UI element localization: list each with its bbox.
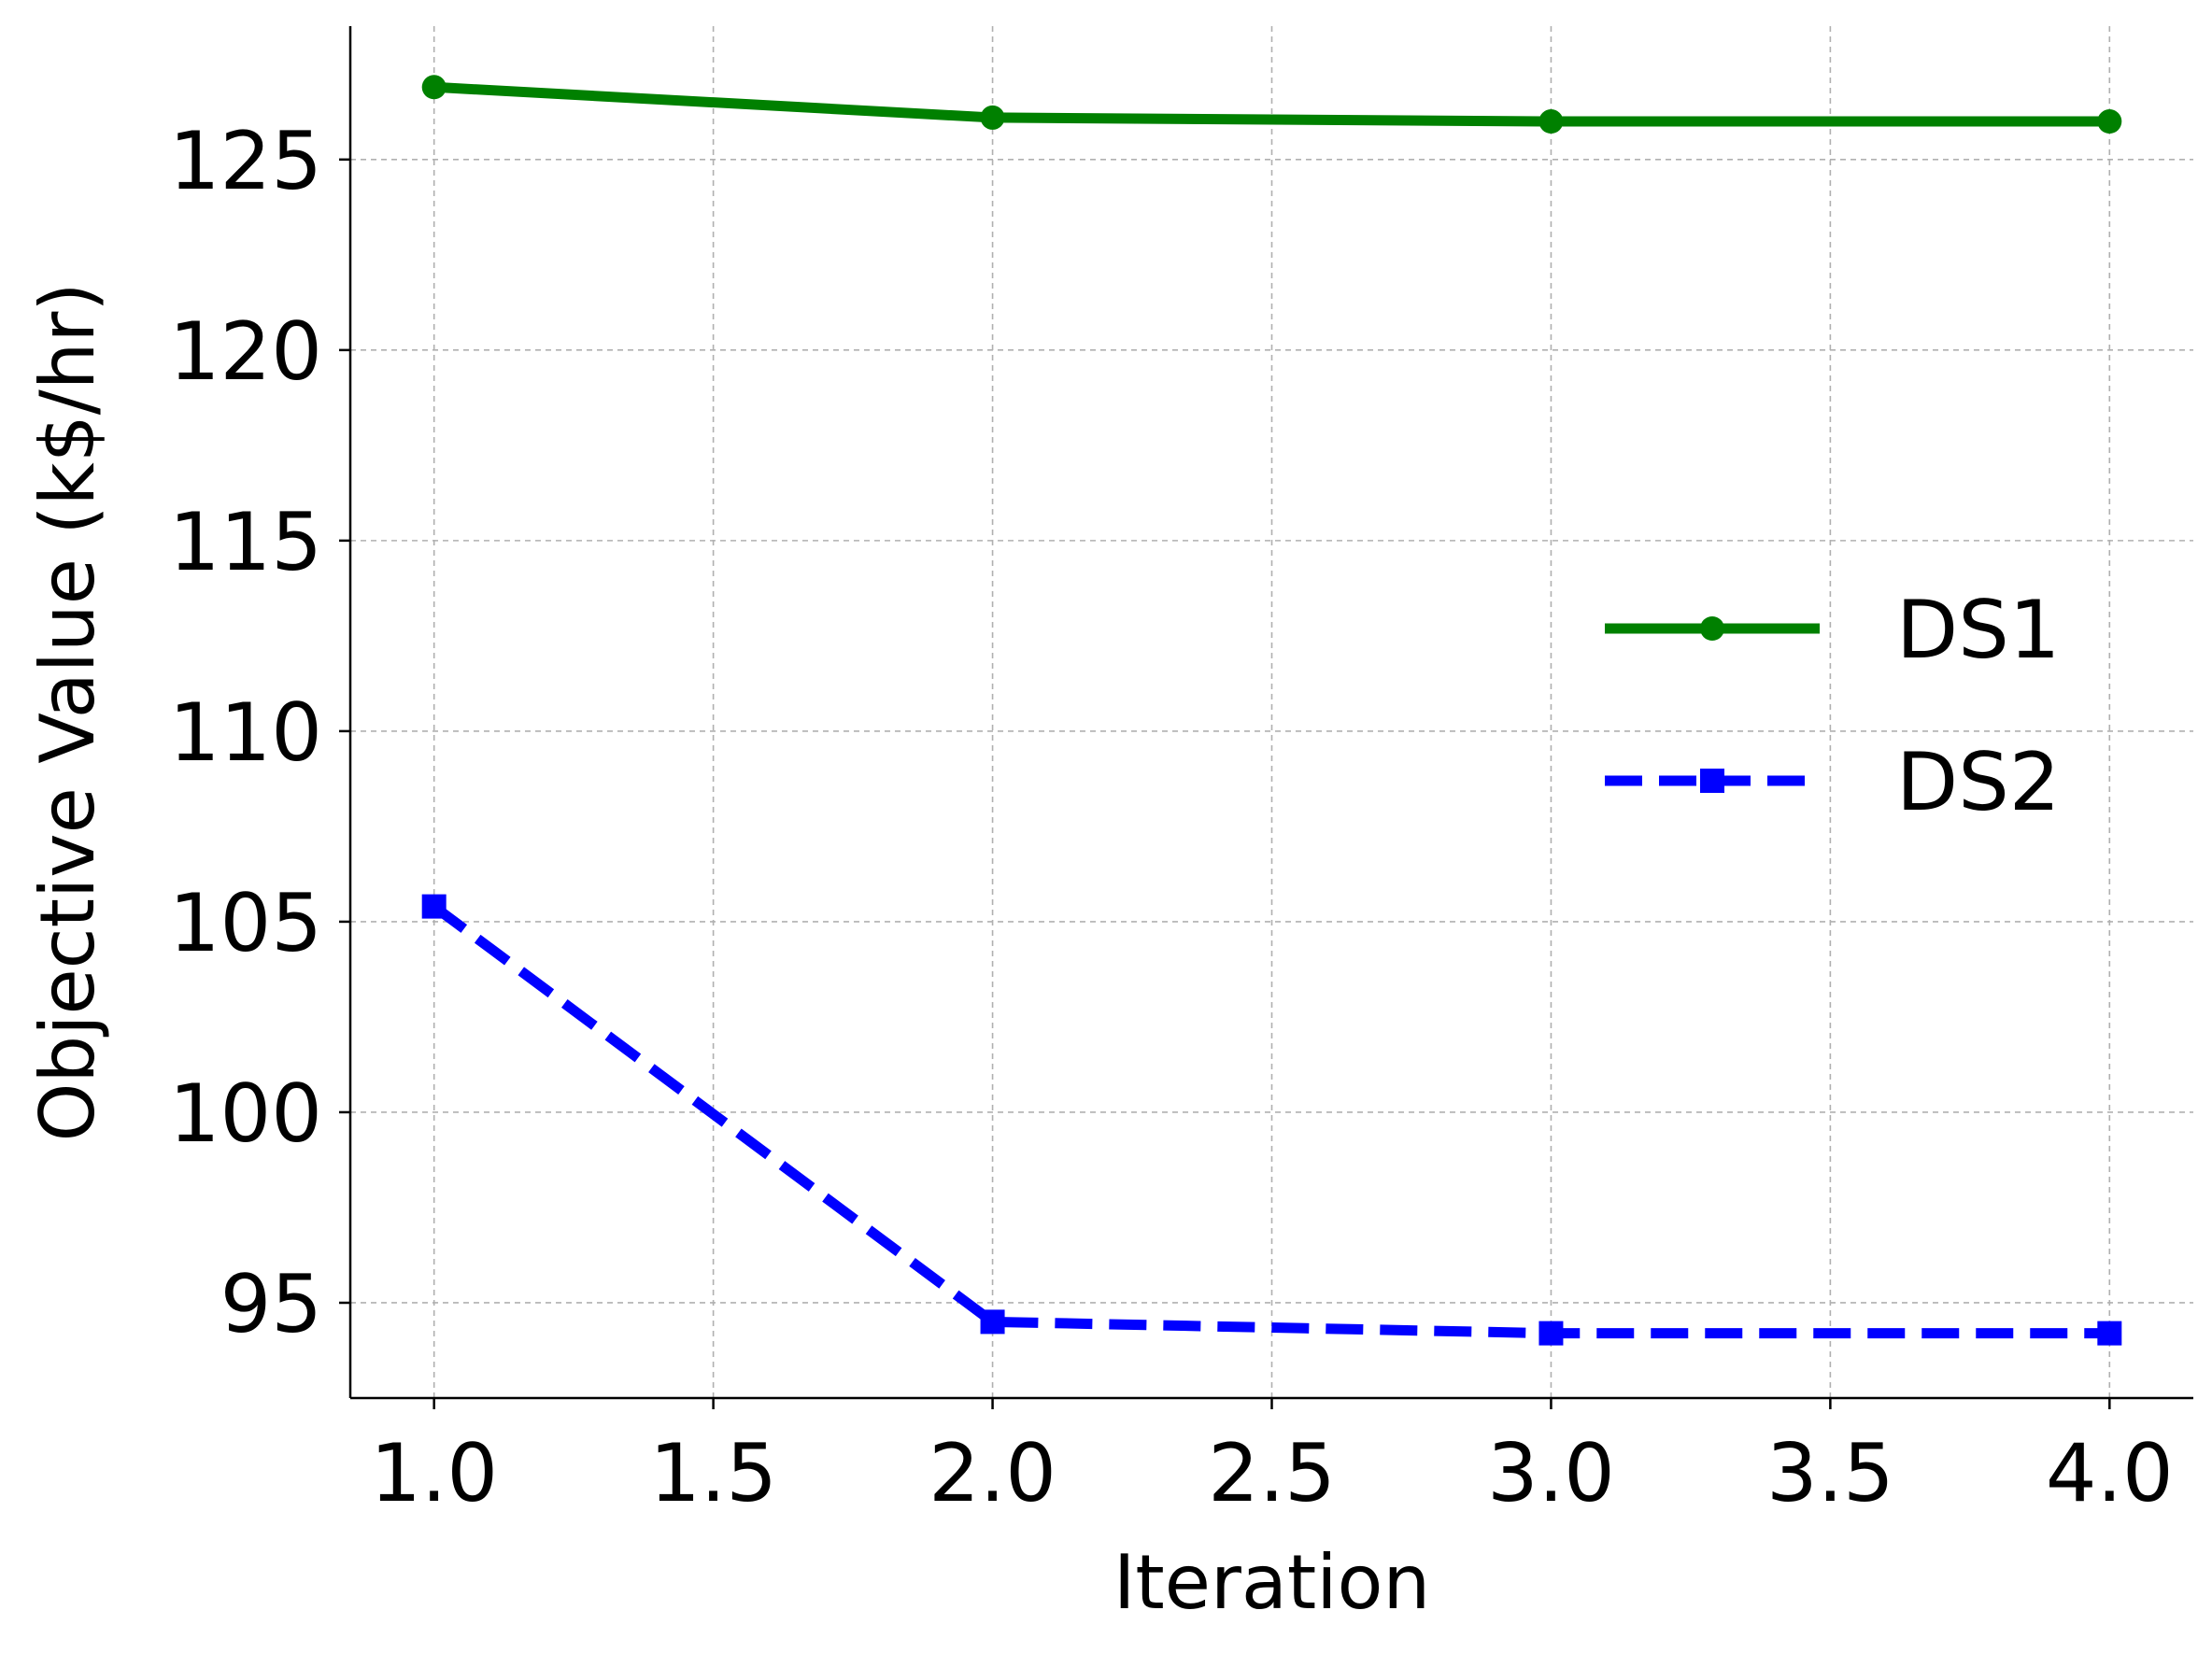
- y-tick-label-2: 105: [169, 877, 322, 970]
- x-tick-label-1: 1.5: [649, 1427, 777, 1520]
- x-axis-title: Iteration: [1113, 1539, 1430, 1626]
- x-tick-label-4: 3.0: [1487, 1427, 1615, 1520]
- x-tick-label-3: 2.5: [1208, 1427, 1336, 1520]
- data-series: [421, 75, 2122, 1346]
- y-tick-label-4: 115: [169, 496, 322, 589]
- x-tick-label-5: 3.5: [1766, 1427, 1894, 1520]
- legend-marker-DS2: [1700, 769, 1724, 793]
- y-tick-label-1: 100: [169, 1067, 322, 1161]
- data-point-DS2-0: [421, 894, 447, 919]
- data-point-DS1-3: [2097, 109, 2122, 134]
- x-tick-label-2: 2.0: [929, 1427, 1056, 1520]
- data-point-DS2-1: [980, 1309, 1005, 1335]
- y-axis-title: Objective Value (k$/hr): [24, 282, 111, 1141]
- grid-lines: [350, 26, 2193, 1398]
- series-line-DS2: [431, 902, 2110, 1339]
- data-point-DS2-3: [2097, 1321, 2122, 1346]
- data-point-DS1-0: [421, 75, 447, 100]
- data-point-DS2-2: [1538, 1321, 1564, 1346]
- series-DS2: [421, 894, 2122, 1346]
- legend: DS1 DS2: [1605, 584, 2061, 829]
- y-tick-label-5: 120: [169, 305, 322, 399]
- series-line-DS1: [433, 81, 2110, 127]
- legend-label-DS2: DS2: [1896, 736, 2061, 829]
- x-tick-label-0: 1.0: [370, 1427, 498, 1520]
- y-tick-label-0: 95: [220, 1258, 322, 1351]
- y-tick-label-6: 125: [169, 115, 322, 208]
- x-tick-label-6: 4.0: [2046, 1427, 2174, 1520]
- series-DS1: [421, 75, 2122, 134]
- data-point-DS1-1: [980, 105, 1005, 130]
- legend-marker-DS1: [1700, 616, 1724, 641]
- tick-marks: 1.0 1.5 2.0 2.5 3.0 3.5 4.0 95 100 105 110 115 120 12…: [169, 115, 2174, 1520]
- legend-label-DS1: DS1: [1896, 584, 2061, 677]
- y-tick-label-3: 110: [169, 686, 322, 780]
- data-point-DS1-2: [1538, 109, 1564, 134]
